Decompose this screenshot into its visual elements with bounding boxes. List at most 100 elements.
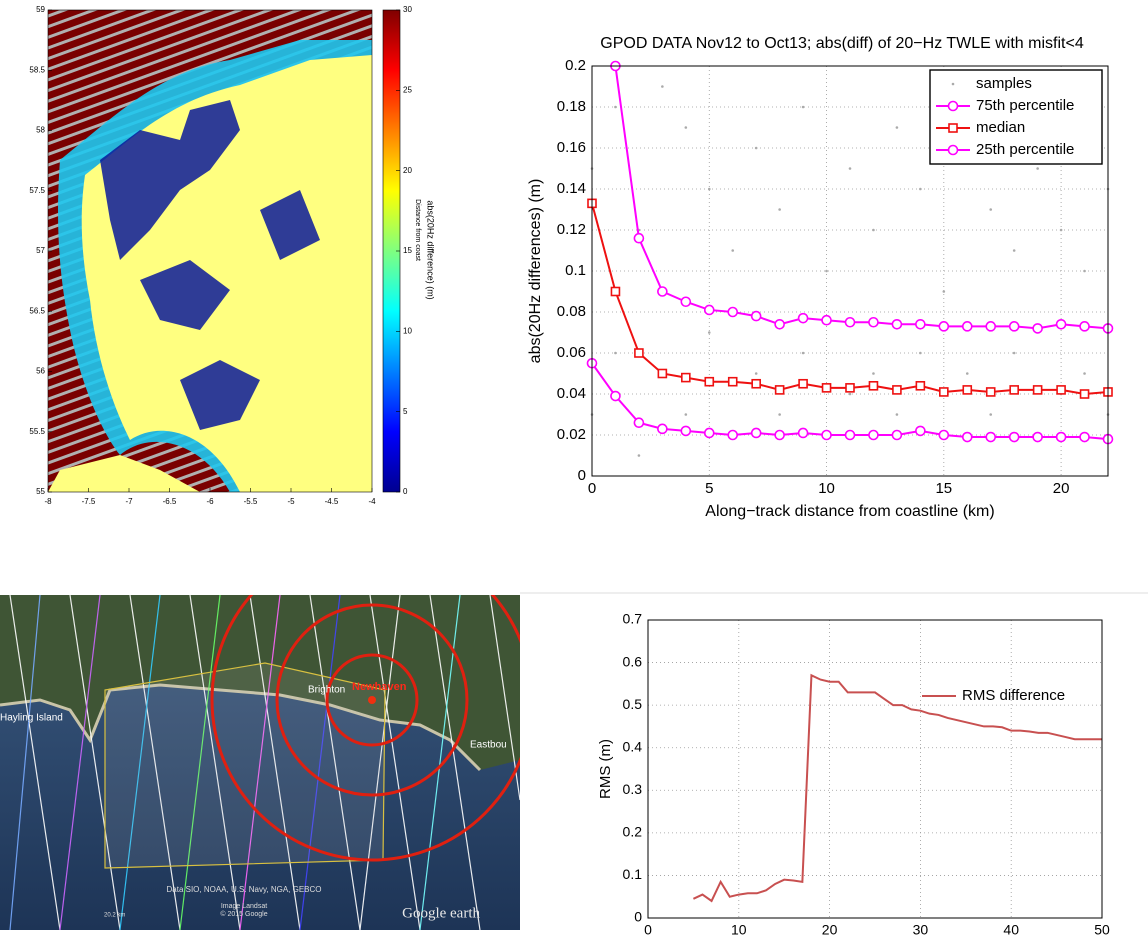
marker [750, 310, 762, 322]
marker [703, 304, 715, 316]
sample-dot [1036, 167, 1039, 170]
marker [797, 427, 809, 439]
marker [727, 429, 739, 441]
marker [821, 314, 832, 326]
x-tick-label: 0 [644, 922, 652, 938]
y-tick-label: 55.5 [29, 427, 45, 436]
marker [821, 429, 832, 441]
colorbar-tick-label: 25 [403, 85, 412, 94]
x-tick-label: 0 [588, 480, 596, 497]
y-axis-label: abs(20Hz differences) (m) [527, 179, 544, 364]
satellite-image [0, 595, 520, 930]
sample-dot [614, 351, 617, 355]
y-tick-label: 0.1 [623, 866, 643, 882]
marker [774, 429, 785, 441]
colorbar-tick-label: 30 [403, 5, 412, 14]
legend-marker [947, 100, 959, 112]
x-tick-label: 40 [1003, 922, 1019, 938]
y-tick-label: 0.12 [557, 221, 586, 238]
marker [868, 316, 879, 328]
marker [634, 348, 644, 358]
marker [1056, 385, 1066, 395]
x-tick-label: 20 [1053, 480, 1070, 497]
colorbar-tick-label: 20 [403, 166, 412, 175]
marker [727, 306, 739, 318]
sample-dot [848, 167, 852, 170]
marker [868, 380, 879, 391]
marker [1032, 385, 1043, 395]
y-tick-label: 58 [36, 126, 45, 135]
x-tick-label: -4.5 [325, 497, 339, 506]
sample-dot [707, 331, 711, 334]
x-tick-label: 30 [913, 922, 929, 938]
y-tick-label: 0.2 [623, 824, 643, 840]
marker [1079, 389, 1090, 399]
x-axis-label: Along−track distance from coastline (km) [705, 503, 994, 520]
marker [1079, 321, 1090, 332]
marker [1032, 323, 1043, 334]
marker [868, 429, 879, 441]
marker [915, 318, 926, 330]
marker [610, 286, 621, 297]
y-tick-label: 0.7 [623, 611, 643, 627]
marker [915, 380, 926, 391]
y-tick-label: 57 [36, 246, 45, 255]
marker [891, 318, 903, 330]
sample-dot [919, 351, 922, 355]
y-tick-label: 0.04 [557, 385, 586, 402]
marker [1032, 431, 1043, 443]
y-tick-label: 0 [578, 467, 586, 484]
place-label: Brighton [308, 685, 345, 696]
y-tick-label: 0.3 [623, 781, 643, 797]
y-tick-label: 0.06 [557, 344, 586, 361]
marker [985, 321, 997, 332]
x-tick-label: 20 [822, 922, 838, 938]
map-artwork [48, 10, 372, 492]
colorbar-tick-label: 10 [403, 326, 412, 335]
y-tick-label: 0.16 [557, 139, 586, 156]
marker [1008, 431, 1020, 443]
sample-dot [1083, 372, 1086, 375]
scale-label: 20.2 km [104, 913, 125, 919]
sample-dot [848, 392, 852, 396]
sample-dot [895, 413, 899, 416]
marker [1079, 431, 1090, 443]
marker [891, 429, 903, 441]
sample-dot [637, 454, 641, 457]
place-label: Hayling Island [0, 713, 63, 724]
marker [844, 429, 856, 441]
legend-label: RMS difference [962, 687, 1065, 704]
y-tick-label: 56 [36, 367, 45, 376]
sample-dot [989, 413, 993, 416]
x-tick-label: -5 [287, 497, 295, 506]
sample-dot [801, 351, 805, 355]
colorbar-tick-label: 5 [403, 407, 408, 416]
x-tick-label: 50 [1094, 922, 1110, 938]
x-tick-label: -7 [125, 497, 133, 506]
y-tick-label: 0 [634, 909, 642, 925]
marker [892, 385, 902, 395]
x-tick-label: 5 [705, 480, 713, 497]
sample-dot [825, 269, 828, 273]
x-tick-label: -7.5 [82, 497, 96, 506]
y-tick-label: 58.5 [29, 65, 45, 74]
legend-marker [948, 123, 958, 133]
y-tick-label: 57.5 [29, 186, 45, 195]
marker [681, 372, 691, 383]
sample-dot [1012, 249, 1016, 252]
y-tick-label: 0.5 [623, 696, 643, 712]
sample-dot [989, 208, 993, 211]
sample-dot [661, 85, 664, 88]
marker [657, 368, 668, 379]
sample-dot [965, 372, 969, 375]
x-tick-label: -4 [368, 497, 376, 506]
chart-title: GPOD DATA Nov12 to Oct13; abs(diff) of 2… [600, 35, 1084, 52]
marker [680, 425, 692, 437]
legend-label: median [976, 119, 1025, 136]
sample-dot [684, 126, 688, 129]
y-tick-label: 0.02 [557, 426, 586, 443]
sample-dot [1012, 351, 1016, 355]
marker [797, 312, 809, 324]
marker [774, 385, 785, 395]
